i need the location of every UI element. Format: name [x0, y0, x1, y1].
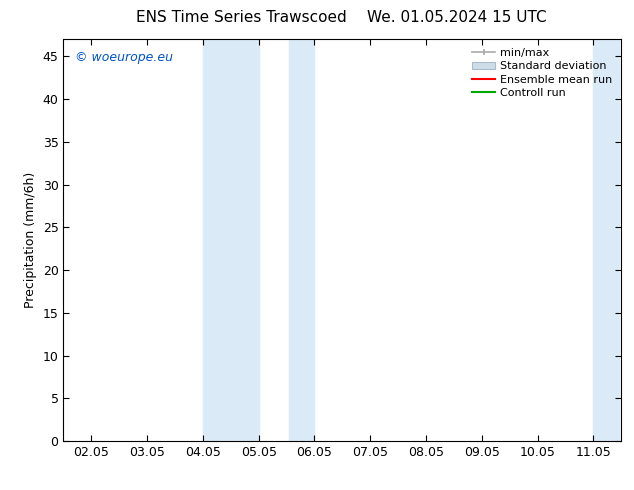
Bar [593, 39, 619, 441]
Bar [289, 39, 314, 441]
Legend: min/max, Standard deviation, Ensemble mean run, Controll run: min/max, Standard deviation, Ensemble me… [469, 45, 616, 101]
Y-axis label: Precipitation (mm/6h): Precipitation (mm/6h) [24, 172, 37, 308]
Bar [203, 39, 259, 441]
Text: We. 01.05.2024 15 UTC: We. 01.05.2024 15 UTC [366, 10, 547, 25]
Text: ENS Time Series Trawscoed: ENS Time Series Trawscoed [136, 10, 346, 25]
Bar [624, 39, 634, 441]
Text: © woeurope.eu: © woeurope.eu [75, 51, 172, 64]
